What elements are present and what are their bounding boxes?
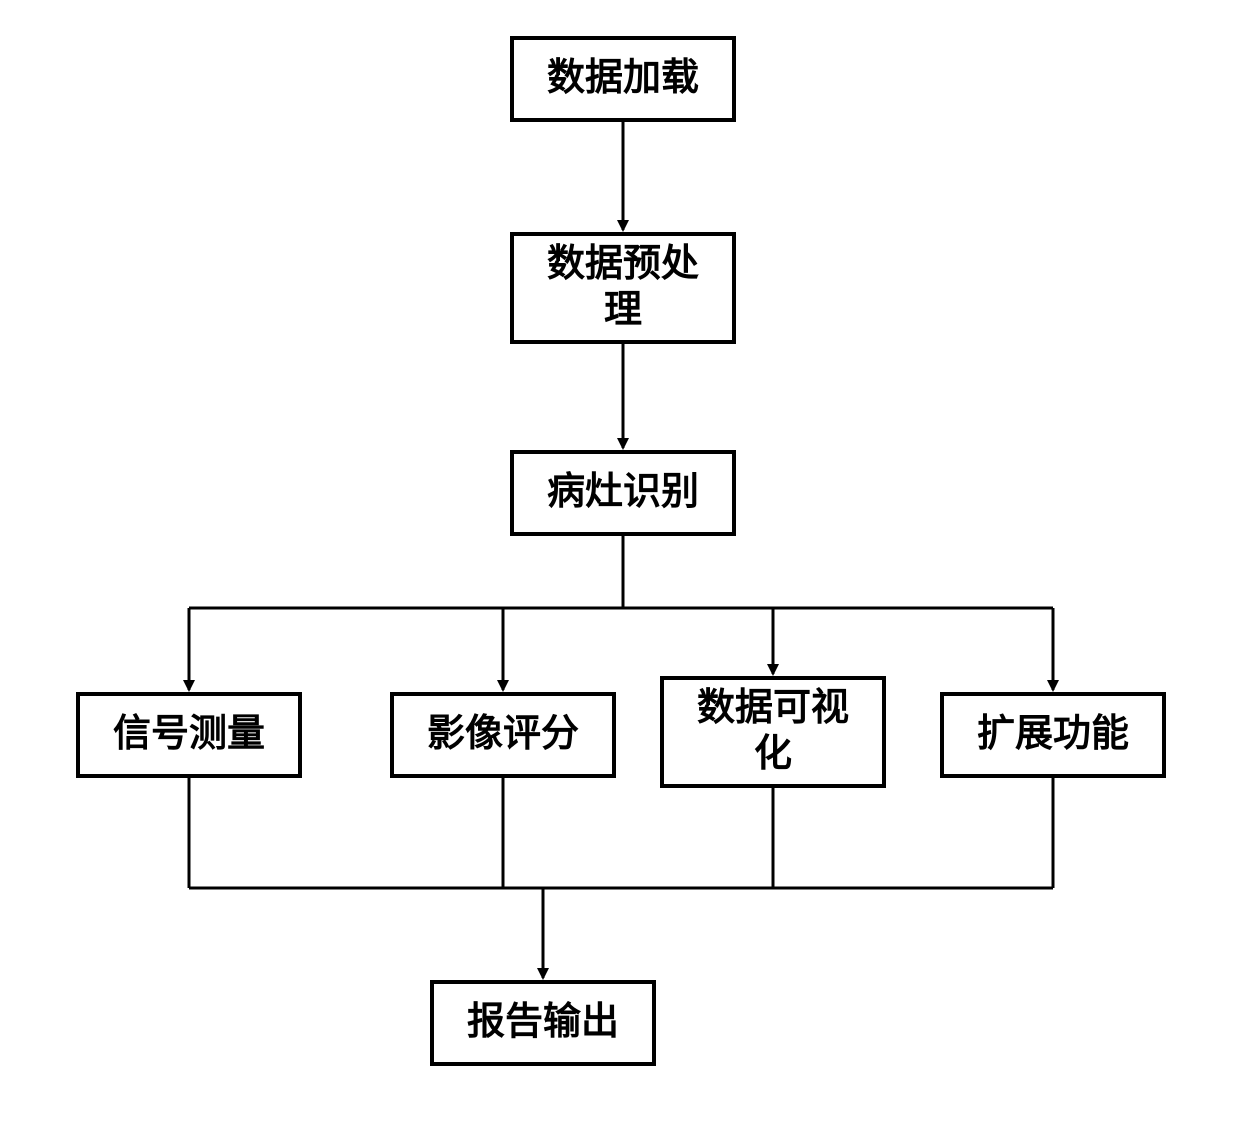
flowchart-edges xyxy=(0,0,1240,1128)
